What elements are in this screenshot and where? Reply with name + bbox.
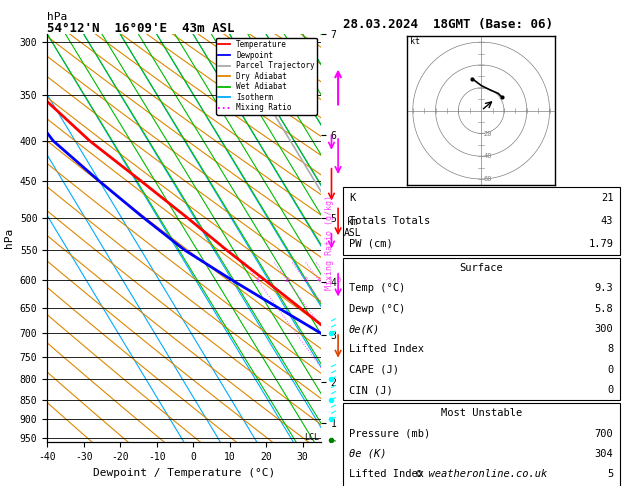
Text: 3: 3 [303,277,308,283]
Text: 4: 4 [316,277,321,283]
Text: 8: 8 [607,345,613,354]
Text: Dewp (°C): Dewp (°C) [349,304,405,313]
Text: hPa: hPa [47,12,67,22]
Text: Surface: Surface [459,263,503,273]
Text: θe(K): θe(K) [349,324,381,334]
Text: PW (cm): PW (cm) [349,239,393,249]
Text: 43: 43 [601,216,613,226]
Text: 1: 1 [255,277,260,283]
Text: 40: 40 [484,154,492,159]
Y-axis label: hPa: hPa [4,228,14,248]
Text: 20: 20 [484,131,492,137]
Text: 54°12'N  16°09'E  43m ASL: 54°12'N 16°09'E 43m ASL [47,22,235,35]
Text: Most Unstable: Most Unstable [440,408,522,418]
Text: 6: 6 [337,277,340,283]
Text: K: K [349,193,355,204]
Text: 5: 5 [607,469,613,479]
Text: Totals Totals: Totals Totals [349,216,430,226]
Text: LCL: LCL [304,433,319,442]
Text: 28.03.2024  18GMT (Base: 06): 28.03.2024 18GMT (Base: 06) [343,18,553,32]
Text: Temp (°C): Temp (°C) [349,283,405,293]
Text: 9.3: 9.3 [594,283,613,293]
Text: Lifted Index: Lifted Index [349,469,424,479]
Y-axis label: km
ASL: km ASL [344,217,362,238]
Text: Lifted Index: Lifted Index [349,345,424,354]
Text: 2: 2 [285,277,289,283]
Text: 5: 5 [327,277,331,283]
Text: 21: 21 [601,193,613,204]
Text: Pressure (mb): Pressure (mb) [349,429,430,438]
Text: 300: 300 [594,324,613,334]
Text: 5.8: 5.8 [594,304,613,313]
Text: 304: 304 [594,449,613,459]
Legend: Temperature, Dewpoint, Parcel Trajectory, Dry Adiabat, Wet Adiabat, Isotherm, Mi: Temperature, Dewpoint, Parcel Trajectory… [216,38,317,115]
Text: © weatheronline.co.uk: © weatheronline.co.uk [416,469,547,479]
Text: 700: 700 [594,429,613,438]
Text: 0: 0 [607,385,613,395]
Text: CAPE (J): CAPE (J) [349,365,399,375]
Text: kt: kt [411,37,421,47]
Text: CIN (J): CIN (J) [349,385,393,395]
X-axis label: Dewpoint / Temperature (°C): Dewpoint / Temperature (°C) [93,468,275,478]
Text: θe (K): θe (K) [349,449,387,459]
Text: 0: 0 [607,365,613,375]
Text: 1.79: 1.79 [588,239,613,249]
Text: 60: 60 [484,176,492,182]
Text: Mixing Ratio (g/kg): Mixing Ratio (g/kg) [325,195,333,291]
